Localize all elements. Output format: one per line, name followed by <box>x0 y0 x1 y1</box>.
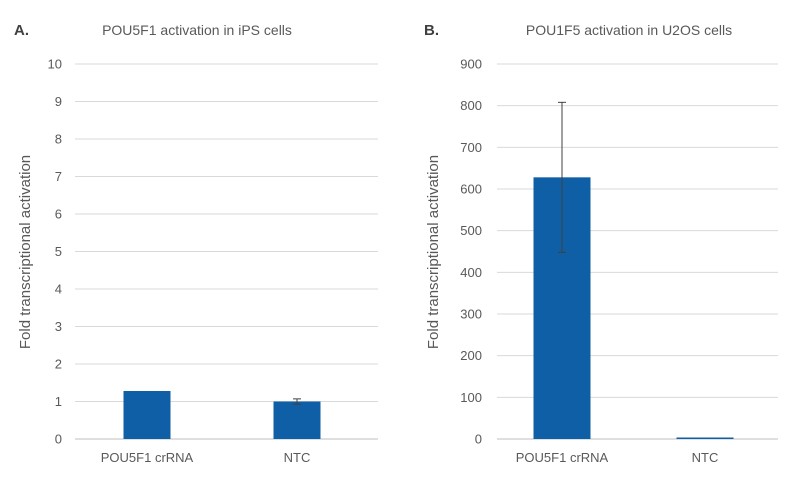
panel-b-plot: 0 100 200 300 400 500 600 700 800 900 POU5F1 crRNA… <box>460 57 778 465</box>
panel-b-y-tick-label: 100 <box>460 390 482 405</box>
panel-b-label: B. <box>424 22 439 39</box>
panel-a-title: POU5F1 activation in iPS cells <box>102 22 292 38</box>
panel-b-y-tick-label: 800 <box>460 98 482 113</box>
panel-b-y-tick-label: 700 <box>460 140 482 155</box>
panel-b-title: POU1F5 activation in U2OS cells <box>526 22 732 38</box>
panel-a-y-tick-label: 9 <box>55 94 62 109</box>
panel-b-category-label: POU5F1 crRNA <box>516 450 609 465</box>
panel-b-y-tick-label: 0 <box>475 432 482 447</box>
panel-b-y-tick-label: 500 <box>460 223 482 238</box>
panel-b-y-tick-label: 300 <box>460 307 482 322</box>
panel-a-y-tick-label: 10 <box>48 57 62 72</box>
panel-a-y-tick-label: 8 <box>55 132 62 147</box>
panel-a-y-tick-label: 3 <box>55 319 62 334</box>
panel-a-bar-pou5f1-crrna <box>123 391 171 439</box>
panel-a-plot: 0 1 2 3 4 5 6 7 8 9 10 POU5F1 crRNA NTC <box>48 57 378 465</box>
panel-b-y-tick-label: 200 <box>460 348 482 363</box>
panel-b-y-tick-label: 900 <box>460 57 482 72</box>
panel-b-y-tick-label: 600 <box>460 182 482 197</box>
panel-a-y-tick-label: 6 <box>55 207 62 222</box>
panel-a-y-tick-label: 7 <box>55 169 62 184</box>
panel-b-category-label: NTC <box>692 450 719 465</box>
panel-b-bar-ntc <box>676 437 734 439</box>
panel-a-y-axis-label: Fold transcriptional activation <box>17 155 34 349</box>
panel-a-y-tick-label: 4 <box>55 282 62 297</box>
panel-a-y-tick-label: 1 <box>55 394 62 409</box>
panel-a-category-label: POU5F1 crRNA <box>101 450 194 465</box>
panel-b-y-tick-label: 400 <box>460 265 482 280</box>
panel-a-category-label: NTC <box>284 450 311 465</box>
panel-b-y-axis-label: Fold transcriptional activation <box>425 155 442 349</box>
panel-a-y-tick-label: 2 <box>55 357 62 372</box>
panel-a-bar-ntc <box>273 401 321 439</box>
panel-a-y-tick-label: 0 <box>55 432 62 447</box>
panel-a-label: A. <box>14 22 29 39</box>
panel-a-y-tick-label: 5 <box>55 244 62 259</box>
